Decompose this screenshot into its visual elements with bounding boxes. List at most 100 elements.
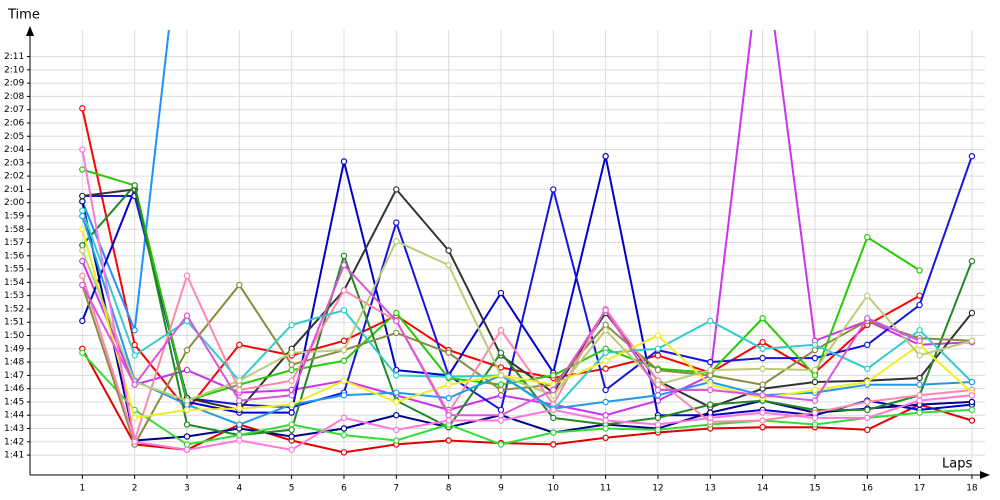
y-tick-label: 2:09 [4,79,24,89]
y-tick-label: 1:55 [4,265,24,275]
data-point [759,345,766,353]
series-line [81,283,972,447]
y-tick-label: 1:47 [4,371,24,381]
data-point [497,327,505,334]
data-point [288,433,295,440]
series-line [81,348,973,454]
y-tick-label: 1:44 [4,411,24,421]
data-point [864,398,871,406]
data-point [393,372,400,379]
data-point [288,392,295,399]
data-point [864,315,871,322]
data-point [445,349,452,356]
data-point [654,386,662,394]
data-point [183,421,191,428]
data-point [654,392,662,399]
y-tick-label: 1:56 [4,251,24,261]
data-point [916,327,923,334]
x-tick-label: 8 [446,484,452,494]
data-point [183,441,191,448]
data-point [236,281,243,289]
data-point [79,212,86,220]
data-point [131,381,138,388]
x-tick-label: 9 [498,484,504,494]
x-axis-arrow [980,471,990,479]
data-point [236,377,243,384]
data-point [393,398,400,406]
data-point [497,349,505,356]
data-point [236,386,243,394]
data-point [79,207,86,214]
data-point [968,398,976,406]
data-point [445,381,452,388]
y-tick-label: 2:05 [4,132,24,142]
data-point [131,327,138,334]
data-point [654,352,662,359]
x-tick-label: 15 [809,484,820,494]
data-point [864,341,871,349]
data-point [340,158,348,165]
y-tick-label: 2:03 [4,158,24,168]
data-point [393,238,400,245]
data-point [550,186,557,193]
data-point [183,446,191,453]
data-point [131,182,138,189]
data-point [497,392,505,399]
data-point [497,417,505,424]
data-point [916,397,923,404]
data-point [759,354,766,362]
data-point [654,414,662,422]
data-point [79,192,86,200]
y-tick-label: 1:41 [4,451,24,461]
data-point [288,361,295,368]
data-point [654,426,662,434]
data-point [916,381,923,388]
data-point [236,437,243,444]
data-point [393,437,400,444]
y-tick-label: 1:51 [4,318,24,328]
x-tick-label: 17 [914,484,925,494]
data-point [759,381,766,388]
data-point [602,357,609,364]
data-point [811,341,819,349]
data-point [602,398,609,406]
data-point [864,414,871,422]
y-axis-title: Time [7,8,40,23]
data-point [811,421,819,428]
y-tick-label: 2:02 [4,172,24,182]
y-tick-label: 1:49 [4,344,24,354]
data-point [811,386,819,394]
data-point [340,449,348,456]
data-point [707,386,714,394]
data-point [759,417,766,424]
data-point [340,392,348,399]
data-point [340,377,348,384]
data-point [445,394,452,402]
data-point [79,198,86,205]
series-line [81,149,973,451]
data-point [759,423,766,431]
x-tick-label: 7 [393,484,399,494]
x-tick-label: 18 [966,484,978,494]
data-point [602,327,609,334]
data-point [183,312,191,319]
data-point [288,426,295,434]
data-point [393,329,400,337]
data-point [916,337,923,345]
x-tick-label: 11 [600,484,611,494]
data-point [916,352,923,359]
data-point [393,186,400,193]
data-point [811,346,819,354]
series-line [81,155,973,417]
data-point [393,219,400,226]
data-point [497,386,505,394]
data-point [602,365,609,372]
data-point [864,406,871,414]
data-point [288,401,295,408]
data-point [131,341,138,349]
data-point [79,272,86,279]
data-point [864,234,871,241]
data-point [288,366,295,374]
data-point [811,397,819,404]
y-tick-label: 1:46 [4,384,24,394]
